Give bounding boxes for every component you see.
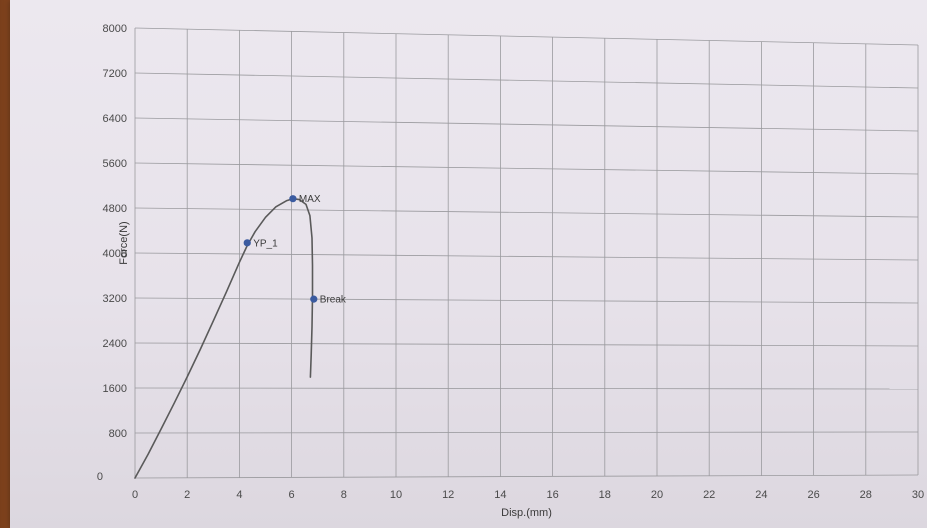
grid-line-y-3 bbox=[134, 342, 919, 347]
x-tick-label: 8 bbox=[341, 489, 347, 501]
annotation-label: YP_1 bbox=[253, 238, 278, 249]
annotation-point-yp-1 bbox=[243, 239, 251, 247]
y-tick-label: 8000 bbox=[103, 23, 127, 35]
y-tick-label: 800 bbox=[109, 428, 127, 440]
series-group bbox=[134, 197, 314, 479]
grid-line-y-8 bbox=[134, 117, 919, 132]
series-line-0 bbox=[134, 197, 314, 479]
grid-line-y-6 bbox=[134, 207, 919, 218]
y-tick-label: 4000 bbox=[103, 248, 127, 260]
paper-sheet bbox=[10, 0, 927, 528]
grid-line-y-1 bbox=[134, 431, 919, 434]
y-tick-label: 7200 bbox=[103, 68, 127, 80]
y-tick-label: 6400 bbox=[103, 113, 127, 125]
x-tick-label: 20 bbox=[651, 489, 663, 501]
y-tick-label: 2400 bbox=[103, 338, 127, 350]
x-axis-label: Disp.(mm) bbox=[501, 507, 552, 519]
y-tick-label: 3200 bbox=[103, 293, 127, 305]
y-axis-label: Force(N) bbox=[118, 221, 130, 264]
x-tick-label: 0 bbox=[132, 489, 138, 501]
grid-line-y-5 bbox=[134, 252, 919, 261]
grid-lines bbox=[134, 27, 919, 479]
x-tick-label: 18 bbox=[599, 489, 611, 501]
annotation-label: Break bbox=[320, 295, 347, 306]
grid-line-y-2 bbox=[134, 387, 919, 390]
y-tick-label: 4800 bbox=[103, 203, 127, 215]
x-tick-label: 22 bbox=[703, 489, 715, 501]
tick-labels: 0 2 4 6 8 10 12 14 16 18 20 22 24 26 28 300800160024003… bbox=[97, 23, 924, 501]
x-tick-label: 14 bbox=[494, 489, 506, 501]
grid-line-y-7 bbox=[134, 162, 919, 175]
y-tick-label: 0 bbox=[97, 471, 103, 483]
x-tick-label: 30 bbox=[912, 489, 924, 501]
grid-line-y-4 bbox=[134, 297, 919, 304]
annotation-point-break bbox=[310, 295, 318, 303]
annotation-point-max bbox=[289, 195, 297, 203]
grid-line-y-0 bbox=[134, 474, 919, 479]
x-tick-label: 16 bbox=[546, 489, 558, 501]
grid-line-y-9 bbox=[134, 72, 919, 89]
annotation-label: MAX bbox=[299, 194, 321, 205]
annotations-group: YP_1 MAX Break bbox=[243, 194, 347, 306]
x-tick-label: 4 bbox=[236, 489, 242, 501]
x-tick-label: 6 bbox=[289, 489, 295, 501]
x-tick-label: 12 bbox=[442, 489, 454, 501]
y-tick-label: 5600 bbox=[103, 158, 127, 170]
x-tick-label: 26 bbox=[807, 489, 819, 501]
x-tick-label: 28 bbox=[860, 489, 872, 501]
grid-line-y-10 bbox=[134, 27, 919, 46]
x-tick-label: 2 bbox=[184, 489, 190, 501]
y-tick-label: 1600 bbox=[103, 383, 127, 395]
x-tick-label: 24 bbox=[755, 489, 767, 501]
x-tick-label: 10 bbox=[390, 489, 402, 501]
